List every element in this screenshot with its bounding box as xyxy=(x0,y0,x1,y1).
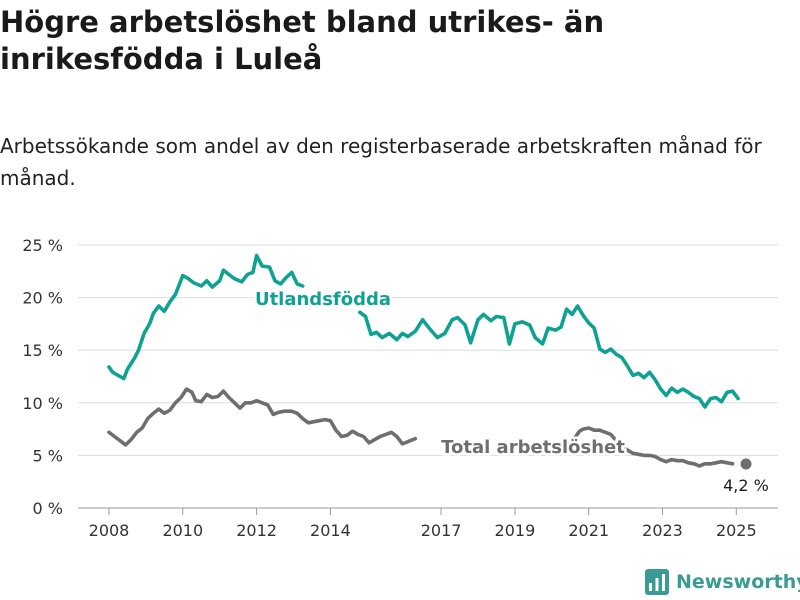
brand-name: Newsworthy xyxy=(676,571,800,593)
y-tick-label: 0 % xyxy=(33,499,63,518)
newsworthy-logo: Newsworthy xyxy=(645,569,800,595)
y-tick-label: 20 % xyxy=(22,289,63,308)
annotations: Utlandsfödda Total arbetslöshet 4,2 % xyxy=(252,287,769,496)
chart-title: Högre arbetslöshet bland utrikes- än inr… xyxy=(0,5,605,76)
grid-lines xyxy=(78,244,778,509)
utlandsfodda-line xyxy=(107,253,305,381)
x-axis-ticks: 2008 2010 2012 2014 2017 2019 2021 2023 2025 xyxy=(89,508,757,540)
y-tick-label: 10 % xyxy=(22,394,63,413)
x-tick-label: 2010 xyxy=(162,521,203,540)
y-tick-label: 5 % xyxy=(33,446,63,465)
x-tick-label: 2021 xyxy=(568,521,609,540)
total-arbetsloshet-line xyxy=(107,387,418,447)
x-tick-label: 2012 xyxy=(236,521,277,540)
bar-chart-logo-icon xyxy=(645,569,669,595)
utlandsfodda-line-segment-2 xyxy=(358,304,740,409)
y-tick-label: 15 % xyxy=(22,341,63,360)
endpoint-marker xyxy=(740,458,752,470)
x-tick-label: 2019 xyxy=(495,521,536,540)
endpoint-value-label: 4,2 % xyxy=(723,476,769,495)
x-tick-label: 2014 xyxy=(310,521,351,540)
label-total-arbetsloshet: Total arbetslöshet xyxy=(441,437,625,458)
series-lines xyxy=(107,253,740,468)
chart-subtitle: Arbetssökande som andel av den registerb… xyxy=(0,134,762,190)
total-arbetsloshet-line-segment-2 xyxy=(574,426,735,468)
y-axis-tick-labels: 0 % 5 % 10 % 15 % 20 % 25 % xyxy=(22,236,63,518)
x-tick-label: 2017 xyxy=(421,521,462,540)
x-tick-label: 2023 xyxy=(642,521,683,540)
x-tick-label: 2008 xyxy=(89,521,130,540)
x-tick-label: 2025 xyxy=(716,521,757,540)
label-utlandsfodda: Utlandsfödda xyxy=(255,289,391,310)
y-tick-label: 25 % xyxy=(22,236,63,255)
